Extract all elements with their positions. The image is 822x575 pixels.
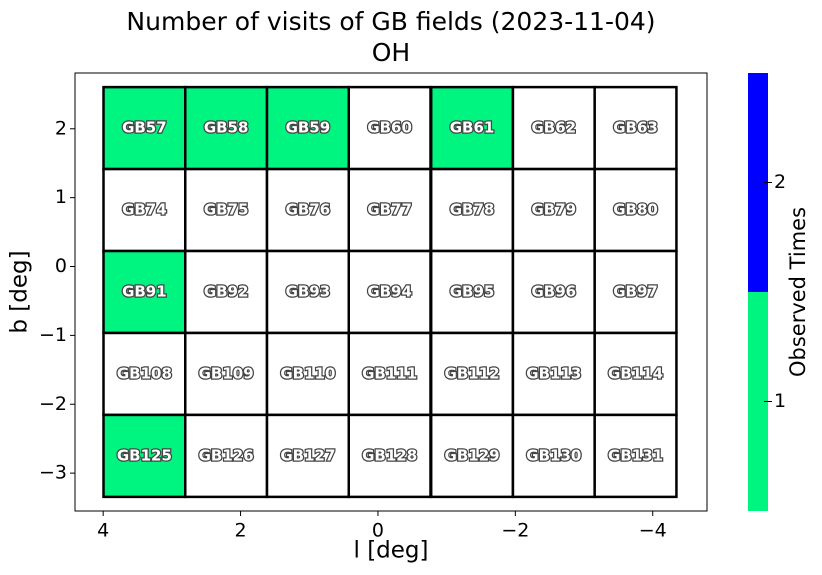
cell-label: GB125 bbox=[117, 446, 172, 464]
cell bbox=[511, 167, 596, 253]
cell bbox=[265, 249, 351, 335]
cell-label: GB57 bbox=[122, 119, 167, 137]
cell bbox=[593, 85, 678, 171]
cell-label: GB63 bbox=[613, 119, 658, 137]
cell bbox=[593, 331, 678, 417]
cell-label: GB58 bbox=[204, 119, 249, 137]
cell bbox=[593, 413, 678, 499]
cell-label: GB112 bbox=[445, 364, 500, 382]
cell-label: GB96 bbox=[531, 283, 576, 301]
y-axis-label: b [deg] bbox=[7, 250, 33, 333]
cell bbox=[265, 331, 351, 417]
cell-label: GB91 bbox=[122, 283, 167, 301]
cell bbox=[347, 249, 432, 335]
plot-frame bbox=[74, 72, 708, 512]
cell-label: GB74 bbox=[122, 201, 167, 219]
cell-label: GB131 bbox=[608, 446, 663, 464]
cell-label: GB59 bbox=[286, 119, 331, 137]
cell-label: GB126 bbox=[199, 446, 254, 464]
x-axis-label: l [deg] bbox=[354, 538, 429, 564]
cell bbox=[265, 167, 351, 253]
cell-label: GB109 bbox=[199, 364, 254, 382]
x-tick-label: −2 bbox=[501, 520, 529, 542]
cell-label: GB77 bbox=[367, 201, 412, 219]
colorbar-tick-label: 2 bbox=[774, 171, 786, 193]
cell-label: GB60 bbox=[367, 119, 412, 137]
y-tick-label: −2 bbox=[39, 393, 67, 415]
cell-label: GB110 bbox=[280, 364, 335, 382]
cell-label: GB61 bbox=[450, 119, 495, 137]
cell-label: GB128 bbox=[362, 446, 417, 464]
x-tick-label: 2 bbox=[235, 520, 247, 542]
colorbar-label: Observed Times bbox=[786, 207, 810, 377]
cell bbox=[184, 249, 269, 335]
x-tick-label: 4 bbox=[97, 520, 109, 542]
cell-label: GB94 bbox=[367, 283, 412, 301]
cell-label: GB97 bbox=[613, 283, 658, 301]
cell-label: GB114 bbox=[608, 364, 663, 382]
cell bbox=[511, 413, 596, 499]
colorbar-segment bbox=[748, 73, 768, 292]
y-tick-label: 2 bbox=[55, 117, 67, 139]
cell bbox=[429, 331, 515, 417]
cell-label: GB95 bbox=[450, 283, 495, 301]
cell-label: GB92 bbox=[204, 283, 249, 301]
cell bbox=[429, 249, 515, 335]
cell bbox=[511, 85, 596, 171]
y-tick-label: 1 bbox=[55, 186, 67, 208]
cell bbox=[429, 85, 515, 171]
cell bbox=[593, 167, 678, 253]
cell-label: GB93 bbox=[286, 283, 331, 301]
cell-label: GB62 bbox=[531, 119, 576, 137]
cell-label: GB76 bbox=[286, 201, 331, 219]
cell bbox=[184, 413, 269, 499]
cell-label: GB108 bbox=[117, 364, 172, 382]
y-tick-label: 0 bbox=[55, 255, 67, 277]
cell bbox=[102, 413, 187, 499]
cell-label: GB75 bbox=[204, 201, 249, 219]
cell bbox=[102, 331, 187, 417]
cell-label: GB130 bbox=[526, 446, 581, 464]
chart-title: Number of visits of GB fields (2023-11-0… bbox=[126, 7, 655, 36]
x-tick-label: −4 bbox=[639, 520, 667, 542]
cell-label: GB127 bbox=[280, 446, 335, 464]
colorbar-segment bbox=[748, 292, 768, 511]
cell-label: GB113 bbox=[526, 364, 581, 382]
cell bbox=[265, 413, 351, 499]
chart-subtitle: OH bbox=[372, 38, 410, 67]
cell bbox=[347, 331, 432, 417]
y-tick-label: −1 bbox=[39, 324, 67, 346]
cell-label: GB78 bbox=[450, 201, 495, 219]
colorbar-tick-label: 1 bbox=[774, 390, 786, 412]
cell-label: GB129 bbox=[445, 446, 500, 464]
cell-label: GB80 bbox=[613, 201, 658, 219]
cell-label: GB79 bbox=[531, 201, 576, 219]
x-tick-label: 0 bbox=[372, 520, 384, 542]
y-tick-label: −3 bbox=[39, 462, 67, 484]
cell-label: GB111 bbox=[362, 364, 417, 382]
cell bbox=[347, 413, 432, 499]
